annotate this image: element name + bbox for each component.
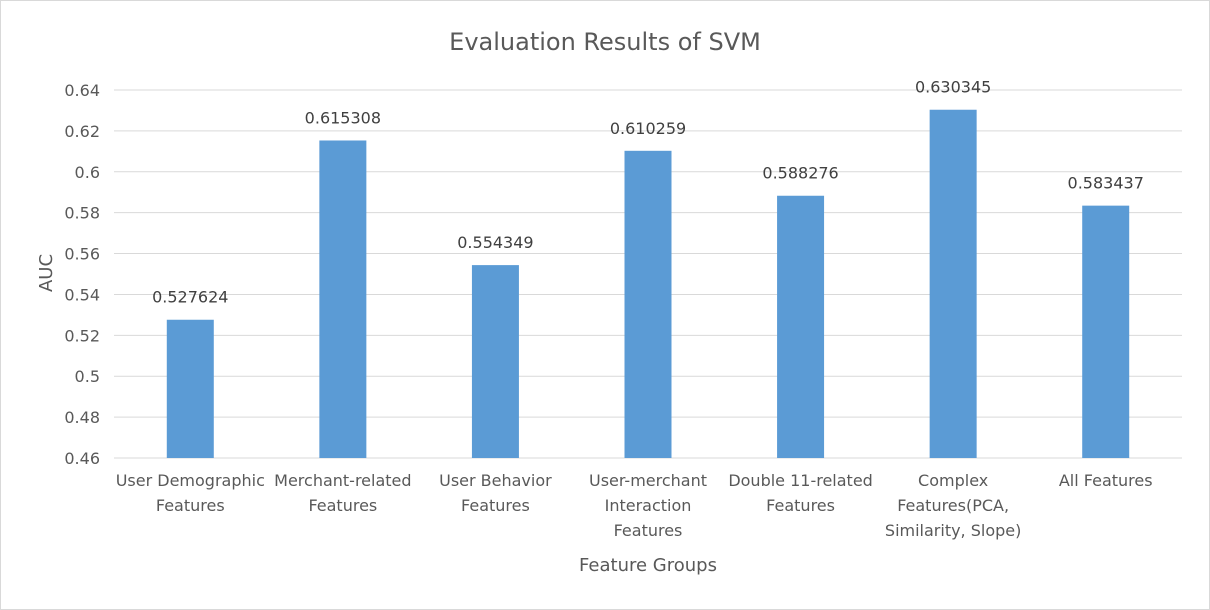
category-label: User Demographic Features <box>116 471 265 515</box>
y-tick-label: 0.6 <box>75 163 100 182</box>
category-label: User Behavior Features <box>439 471 552 515</box>
category-label-line: Features <box>766 496 835 515</box>
data-label: 0.615308 <box>305 108 381 127</box>
category-label-line: Features <box>308 496 377 515</box>
chart-title: Evaluation Results of SVM <box>449 28 761 56</box>
data-label: 0.630345 <box>915 78 991 97</box>
category-label-line: Complex <box>918 471 988 490</box>
category-label-line: Interaction <box>605 496 692 515</box>
data-label: 0.554349 <box>457 233 533 252</box>
category-label: All Features <box>1059 471 1153 490</box>
bar <box>624 150 672 458</box>
y-axis-ticks: 0.46 0.48 0.5 0.52 0.54 0.56 0.58 0.6 0.62 0.64 <box>64 81 100 468</box>
category-label-line: User Behavior <box>439 471 552 490</box>
bar <box>1082 205 1130 458</box>
category-label-line: Features(PCA, <box>897 496 1009 515</box>
y-tick-label: 0.56 <box>64 245 100 264</box>
data-label: 0.527624 <box>152 288 228 307</box>
x-axis-title: Feature Groups <box>579 555 717 576</box>
category-label-line: User-merchant <box>589 471 707 490</box>
bar <box>777 195 825 459</box>
y-tick-label: 0.58 <box>64 204 100 223</box>
y-tick-label: 0.62 <box>64 122 100 141</box>
bar <box>471 265 519 458</box>
category-label-line: Similarity, Slope) <box>885 521 1021 540</box>
category-label-line: User Demographic <box>116 471 265 490</box>
bars <box>166 109 1130 459</box>
data-label: 0.610259 <box>610 119 686 138</box>
category-label: Complex Features(PCA, Similarity, Slope) <box>885 471 1021 540</box>
y-tick-label: 0.46 <box>64 449 100 468</box>
category-label-line: Merchant-related <box>274 471 411 490</box>
data-label: 0.583437 <box>1068 174 1144 193</box>
category-label: Double 11-related Features <box>728 471 873 515</box>
category-label: Merchant-related Features <box>274 471 411 515</box>
bar <box>929 109 977 459</box>
x-axis-categories: User Demographic FeaturesMerchant-related… <box>116 471 1153 540</box>
y-tick-label: 0.5 <box>75 367 100 386</box>
category-label-line: Features <box>156 496 225 515</box>
category-label-line: Double 11-related <box>728 471 873 490</box>
y-tick-label: 0.48 <box>64 408 100 427</box>
gridlines <box>114 89 1182 459</box>
y-axis-title: AUC <box>36 254 57 292</box>
category-label-line: Features <box>614 521 683 540</box>
y-tick-label: 0.64 <box>64 81 100 100</box>
category-label-line: Features <box>461 496 530 515</box>
category-label: User-merchant Interaction Features <box>589 471 707 540</box>
bar <box>319 140 367 458</box>
y-tick-label: 0.52 <box>64 326 100 345</box>
bar <box>166 319 214 458</box>
data-label: 0.588276 <box>762 164 838 183</box>
category-label-line: All Features <box>1059 471 1153 490</box>
y-tick-label: 0.54 <box>64 285 100 304</box>
data-labels: 0.527624 0.615308 0.554349 0.610259 0.588276… <box>152 78 1144 307</box>
